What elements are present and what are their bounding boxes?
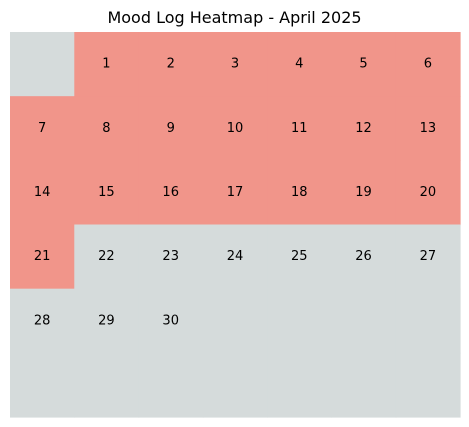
heatmap-cell-logged <box>202 160 268 226</box>
heatmap-cell-empty <box>138 352 204 418</box>
heatmap-cell-logged <box>138 160 204 226</box>
day-label: 19 <box>355 185 372 200</box>
heatmap-cell-logged <box>331 32 397 97</box>
day-label: 20 <box>420 185 437 200</box>
heatmap-cell-logged <box>267 160 333 226</box>
heatmap-cell-empty <box>10 352 75 418</box>
day-label: 22 <box>98 249 115 264</box>
day-label: 9 <box>167 121 175 136</box>
heatmap-cell-logged <box>267 32 333 97</box>
day-label: 7 <box>38 121 46 136</box>
day-label: 14 <box>34 185 51 200</box>
heatmap-cell-empty <box>395 224 461 290</box>
day-label: 28 <box>34 313 51 328</box>
heatmap-cell-logged <box>395 160 461 226</box>
day-label: 29 <box>98 313 115 328</box>
heatmap-cell-logged <box>10 160 75 226</box>
heatmap-cells <box>10 32 461 418</box>
day-label: 12 <box>355 121 372 136</box>
day-label: 23 <box>162 249 179 264</box>
heatmap-cell-empty <box>202 352 268 418</box>
day-label: 30 <box>162 313 179 328</box>
heatmap-cell-empty <box>395 352 461 418</box>
day-label: 1 <box>102 57 110 72</box>
heatmap-cell-logged <box>74 96 140 161</box>
heatmap-cell-empty <box>138 224 204 290</box>
day-label: 26 <box>355 249 372 264</box>
day-label: 27 <box>420 249 437 264</box>
heatmap-cell-empty <box>395 288 461 354</box>
heatmap-cell-empty <box>138 288 204 354</box>
heatmap-cell-empty <box>74 352 140 418</box>
heatmap-cell-logged <box>267 96 333 161</box>
day-label: 8 <box>102 121 110 136</box>
day-label: 5 <box>359 57 367 72</box>
chart-title: Mood Log Heatmap - April 2025 <box>107 8 361 27</box>
day-label: 21 <box>34 249 51 264</box>
heatmap-cell-logged <box>10 224 75 290</box>
day-label: 13 <box>420 121 437 136</box>
heatmap-cell-logged <box>331 160 397 226</box>
heatmap-cell-empty <box>10 32 75 97</box>
heatmap-cell-logged <box>10 96 75 161</box>
heatmap-cell-empty <box>267 288 333 354</box>
heatmap-cell-logged <box>74 32 140 97</box>
day-label: 6 <box>424 57 432 72</box>
heatmap-cell-logged <box>74 160 140 226</box>
day-label: 16 <box>162 185 179 200</box>
day-label: 18 <box>291 185 308 200</box>
heatmap-cell-empty <box>10 288 75 354</box>
heatmap-cell-empty <box>331 352 397 418</box>
heatmap-cell-logged <box>395 32 461 97</box>
heatmap-cell-logged <box>138 96 204 161</box>
day-label: 3 <box>231 57 239 72</box>
heatmap-cell-logged <box>395 96 461 161</box>
day-label: 25 <box>291 249 308 264</box>
day-label: 15 <box>98 185 115 200</box>
heatmap-cell-empty <box>267 352 333 418</box>
heatmap-cell-logged <box>138 32 204 97</box>
heatmap-cell-empty <box>267 224 333 290</box>
heatmap-cell-logged <box>202 96 268 161</box>
day-label: 17 <box>227 185 244 200</box>
heatmap-cell-logged <box>331 96 397 161</box>
heatmap-cell-empty <box>202 288 268 354</box>
day-label: 10 <box>227 121 244 136</box>
heatmap-cell-empty <box>331 288 397 354</box>
day-label: 24 <box>227 249 244 264</box>
heatmap-cell-empty <box>74 288 140 354</box>
day-label: 11 <box>291 121 308 136</box>
day-label: 2 <box>167 57 175 72</box>
day-label: 4 <box>295 57 303 72</box>
heatmap-cell-empty <box>74 224 140 290</box>
heatmap-cell-logged <box>202 32 268 97</box>
heatmap-cell-empty <box>331 224 397 290</box>
heatmap-cell-empty <box>202 224 268 290</box>
